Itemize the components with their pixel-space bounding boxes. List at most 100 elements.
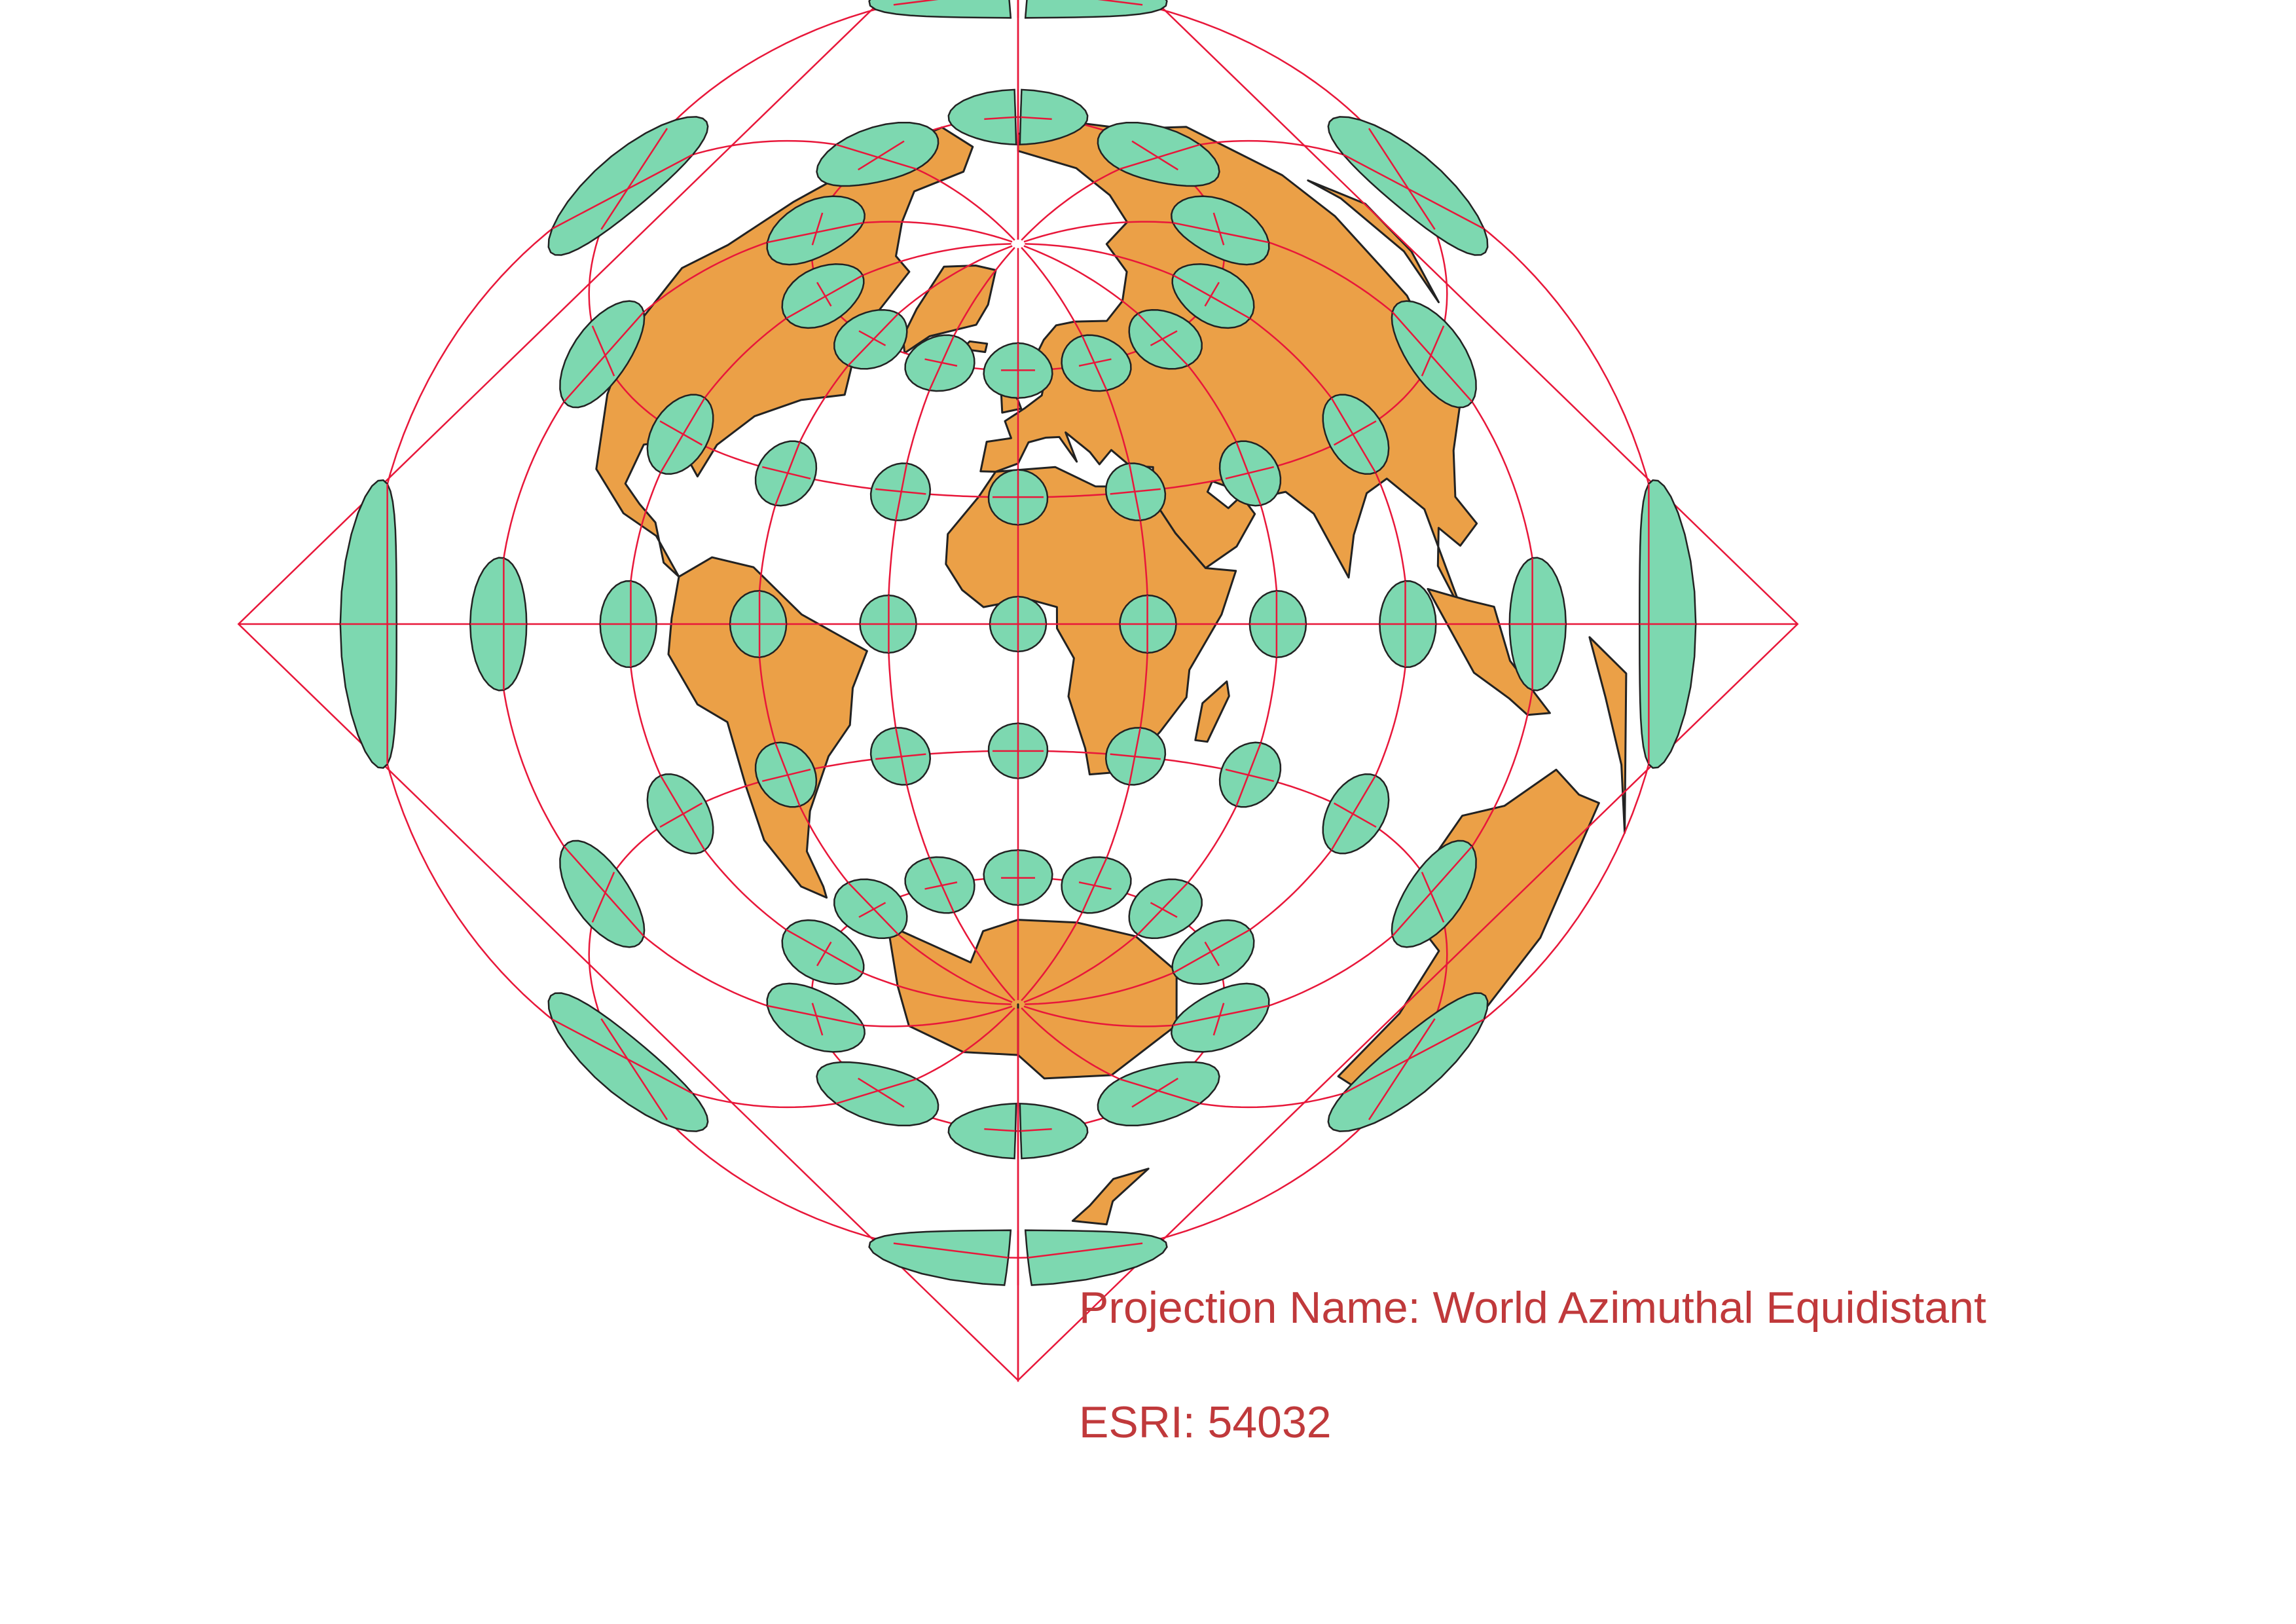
tissot-cross-line xyxy=(551,153,693,230)
tissot-cross-line xyxy=(984,1128,1016,1132)
tissot-ellipse xyxy=(1327,116,1489,256)
tissot-cross-line xyxy=(786,274,864,320)
tissot-cross-line xyxy=(1119,143,1201,170)
tissot-cross-line xyxy=(847,882,899,935)
tissot-cross-line xyxy=(1131,140,1178,171)
tissot-cross-line xyxy=(563,311,645,403)
tissot-ellipse xyxy=(1322,394,1390,475)
tissot-cross-line xyxy=(928,335,955,391)
tissot-cross-line xyxy=(591,872,615,923)
tissot-ellipse xyxy=(781,919,865,985)
tissot-ellipse xyxy=(646,394,714,475)
tissot-cross-line xyxy=(1330,775,1377,851)
tissot-cross-line xyxy=(858,1077,905,1108)
tissot-cross-line xyxy=(659,775,706,851)
tissot-cross-line xyxy=(1212,212,1225,246)
tissot-cross-line xyxy=(1225,768,1275,783)
tissot-ellipse xyxy=(833,878,908,940)
tissot-cross-line xyxy=(1078,358,1112,367)
tissot-cross-line xyxy=(659,802,703,828)
tissot-cross-line xyxy=(659,397,706,473)
tissot-cross-line xyxy=(591,325,615,377)
tissot-ellipse xyxy=(559,840,646,948)
landmass-new-guinea xyxy=(1588,636,1628,834)
landmass-north-america xyxy=(595,126,974,578)
tissot-cross-line xyxy=(894,463,908,521)
tissot-cross-line xyxy=(774,441,801,506)
tissot-cross-line xyxy=(1368,1018,1436,1120)
tissot-cross-line xyxy=(1128,728,1142,785)
tissot-ellipse xyxy=(1097,1061,1220,1126)
tissot-ellipse xyxy=(1024,1229,1168,1286)
tissot-ellipse xyxy=(816,1061,939,1126)
tissot-cross-line xyxy=(1333,802,1377,828)
tissot-cross-line xyxy=(924,881,958,890)
tissot-cross-line xyxy=(1421,872,1445,923)
tissot-ellipse xyxy=(1128,878,1203,940)
tissot-ellipse xyxy=(1171,919,1255,985)
tissot-ellipse xyxy=(1322,773,1390,855)
tissot-cross-line xyxy=(893,0,939,6)
tissot-cross-line xyxy=(1027,1242,1143,1259)
tissot-cross-line xyxy=(1330,397,1377,473)
tissot-ellipse xyxy=(547,992,709,1132)
tissot-cross-line xyxy=(858,902,886,918)
landmass-indonesia xyxy=(1427,587,1551,716)
tissot-cross-line xyxy=(816,941,832,967)
tissot-cross-line xyxy=(1173,274,1250,320)
tissot-cross-line xyxy=(893,1242,1009,1259)
tissot-indicatrix-layer xyxy=(339,0,1697,1286)
tissot-ellipse xyxy=(547,116,709,256)
landmass-japan xyxy=(1307,179,1440,303)
projection-name-label: Projection Name: World Azimuthal Equidis… xyxy=(1079,1283,1986,1333)
tissot-cross-line xyxy=(600,128,668,231)
tissot-cross-line xyxy=(1368,128,1436,231)
tissot-cross-line xyxy=(767,221,864,244)
tissot-cross-line xyxy=(1137,882,1189,935)
tissot-cross-line xyxy=(1343,153,1485,230)
tissot-ellipse xyxy=(766,982,866,1053)
tissot-cross-line xyxy=(1020,1128,1052,1132)
tissot-cross-line xyxy=(1204,941,1220,967)
tissot-cross-line xyxy=(1235,743,1262,807)
tissot-cross-line xyxy=(659,420,703,446)
tissot-cross-line xyxy=(767,1005,864,1027)
tissot-cross-line xyxy=(1150,902,1178,918)
tissot-cross-line xyxy=(847,313,899,366)
tissot-cross-line xyxy=(811,212,824,246)
tissot-ellipse xyxy=(868,0,1012,19)
tissot-ellipse xyxy=(781,263,865,329)
tissot-cross-line xyxy=(858,140,905,171)
tissot-ellipse xyxy=(816,122,939,187)
tissot-ellipse xyxy=(868,1229,1012,1286)
tissot-cross-line xyxy=(1343,1018,1485,1095)
tissot-cross-line xyxy=(1173,929,1250,974)
tissot-cross-line xyxy=(894,728,908,785)
tissot-ellipse xyxy=(1024,0,1168,19)
tissot-ellipse xyxy=(1391,300,1477,409)
tissot-cross-line xyxy=(1081,857,1108,913)
tissot-cross-line xyxy=(1421,325,1445,377)
landmass-madagascar xyxy=(1194,680,1230,743)
tissot-cross-line xyxy=(811,1003,824,1036)
tissot-cross-line xyxy=(1333,420,1377,446)
tissot-cross-line xyxy=(1225,466,1275,480)
tissot-cross-line xyxy=(1119,1078,1201,1105)
graticule-layer xyxy=(237,0,1799,1382)
tissot-cross-line xyxy=(858,330,886,346)
tissot-cross-line xyxy=(835,1078,917,1105)
tissot-ellipse xyxy=(1019,88,1089,146)
tissot-cross-line xyxy=(1131,1077,1178,1108)
tissot-ellipse xyxy=(947,1102,1017,1160)
tissot-ellipse xyxy=(1097,122,1220,187)
tissot-cross-line xyxy=(551,1018,693,1095)
tissot-cross-line xyxy=(786,929,864,974)
tissot-cross-line xyxy=(761,768,811,783)
tissot-cross-line xyxy=(984,116,1016,120)
tissot-cross-line xyxy=(774,743,801,807)
tissot-cross-line xyxy=(1081,335,1108,391)
tissot-ellipse xyxy=(1327,992,1489,1132)
tissot-cross-line xyxy=(1204,282,1220,307)
tissot-cross-line xyxy=(600,1018,668,1120)
